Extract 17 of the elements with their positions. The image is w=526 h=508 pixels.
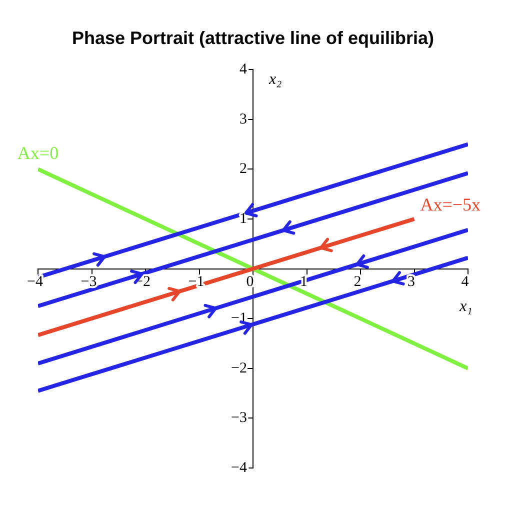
- y-tick-label: 2: [240, 161, 247, 178]
- chart-title: Phase Portrait (attractive line of equilibria): [72, 28, 434, 48]
- x-tick-label: 4: [461, 274, 470, 290]
- x-tick-label: −4: [27, 274, 44, 290]
- series-label: Ax=−5x: [420, 194, 481, 215]
- y-tick-label: −3: [231, 410, 247, 426]
- y-tick-label: −2: [231, 360, 247, 376]
- y-axis-title: x₂: [268, 70, 282, 88]
- y-tick-label: 3: [240, 111, 247, 128]
- x-tick-label: 2: [354, 274, 362, 290]
- y-tick-label: −4: [231, 460, 248, 476]
- y-tick-label: 4: [240, 62, 248, 78]
- series-label: Ax=0: [17, 142, 59, 163]
- x-tick-label: −3: [80, 274, 97, 290]
- y-tick-label: 1: [240, 210, 247, 227]
- x-tick-label: 3: [408, 274, 415, 290]
- x-axis-title: x₁: [458, 298, 472, 316]
